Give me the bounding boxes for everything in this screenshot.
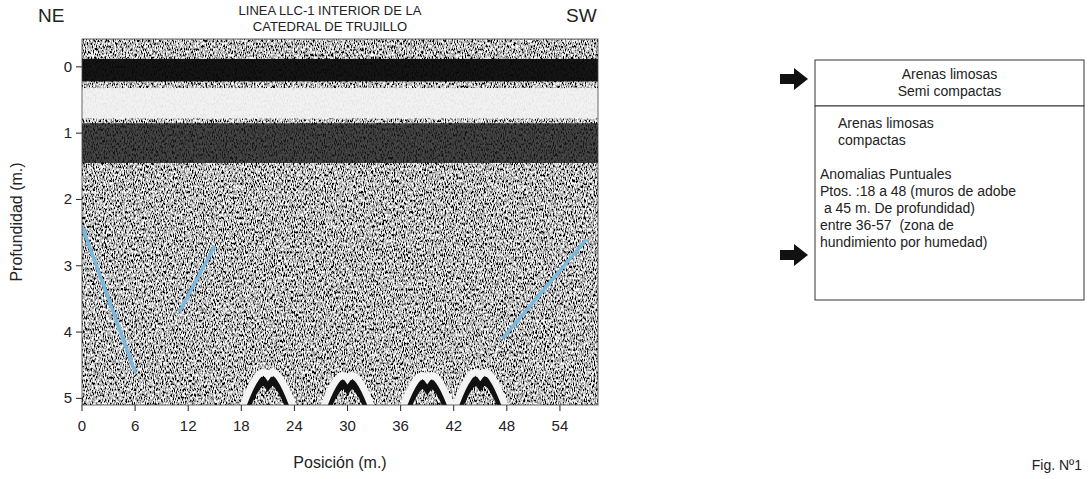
- interpretation-line: [82, 226, 135, 372]
- x-tick-label: 36: [392, 417, 409, 434]
- y-tick-label: 1: [64, 124, 72, 141]
- x-tick: [82, 405, 83, 411]
- layer-text: Ptos. :18 a 48 (muros de adobe: [820, 183, 1016, 199]
- x-tick: [347, 405, 348, 411]
- figure: 061218243036424854012345Posición (m.)Pro…: [0, 0, 1088, 479]
- layer-text: compactas: [838, 132, 906, 148]
- layer-text: entre 36-57 (zona de: [820, 217, 954, 233]
- layer-text: Arenas limosas: [838, 115, 934, 131]
- direction-label: NE: [38, 5, 64, 26]
- x-tick-label: 0: [78, 417, 86, 434]
- x-tick-label: 18: [233, 417, 250, 434]
- layer-box: [815, 106, 1084, 300]
- hyperbola: [399, 376, 456, 405]
- x-tick-label: 48: [498, 417, 515, 434]
- reflector-band: [82, 59, 598, 82]
- layer-arrow: [780, 244, 808, 266]
- radar-texture: [82, 39, 598, 405]
- hyperbola: [240, 372, 297, 405]
- hyperbola: [452, 372, 509, 405]
- x-tick-label: 54: [552, 417, 569, 434]
- reflector-band: [82, 123, 598, 163]
- y-tick-label: 5: [64, 389, 72, 406]
- y-tick-label: 0: [64, 58, 72, 75]
- y-tick-label: 4: [64, 323, 72, 340]
- y-tick-label: 2: [64, 190, 72, 207]
- layer-box: [815, 60, 1084, 106]
- y-tick: [76, 66, 82, 67]
- layer-text: Semi compactas: [898, 83, 1001, 99]
- direction-label: SW: [566, 5, 597, 26]
- y-tick: [76, 398, 82, 399]
- x-tick: [453, 405, 454, 411]
- x-tick-label: 42: [445, 417, 462, 434]
- figure-label: Fig. Nº1: [1032, 457, 1082, 473]
- x-tick-label: 30: [339, 417, 356, 434]
- y-tick: [76, 133, 82, 134]
- x-tick: [559, 405, 560, 411]
- x-tick: [188, 405, 189, 411]
- title: CATEDRAL DE TRUJILLO: [253, 19, 407, 34]
- layer-text: Anomalias Puntuales: [820, 166, 952, 182]
- background: [82, 39, 598, 405]
- x-tick: [135, 405, 136, 411]
- x-tick-label: 6: [131, 417, 139, 434]
- y-tick: [76, 199, 82, 200]
- plot-area: [82, 39, 598, 405]
- x-axis-title: Posición (m.): [293, 454, 386, 471]
- y-tick: [76, 265, 82, 266]
- layer-text: a 45 m. De profundidad): [820, 200, 975, 216]
- layer-arrow: [780, 68, 808, 90]
- hyperbola: [319, 376, 376, 405]
- layer-text: Arenas limosas: [902, 66, 998, 82]
- x-tick: [294, 405, 295, 411]
- y-tick-label: 3: [64, 257, 72, 274]
- x-tick-label: 24: [286, 417, 303, 434]
- interpretation-line: [502, 239, 586, 338]
- plot-frame: [82, 39, 598, 405]
- x-tick-label: 12: [180, 417, 197, 434]
- y-axis-title: Profundidad (m.): [8, 162, 25, 281]
- x-tick: [506, 405, 507, 411]
- layer-text: hundimiento por humedad): [820, 234, 987, 250]
- reflector-band: [82, 88, 598, 119]
- x-tick: [400, 405, 401, 411]
- y-tick: [76, 332, 82, 333]
- title: LINEA LLC-1 INTERIOR DE LA: [239, 3, 422, 18]
- interpretation-line: [179, 246, 214, 312]
- x-tick: [241, 405, 242, 411]
